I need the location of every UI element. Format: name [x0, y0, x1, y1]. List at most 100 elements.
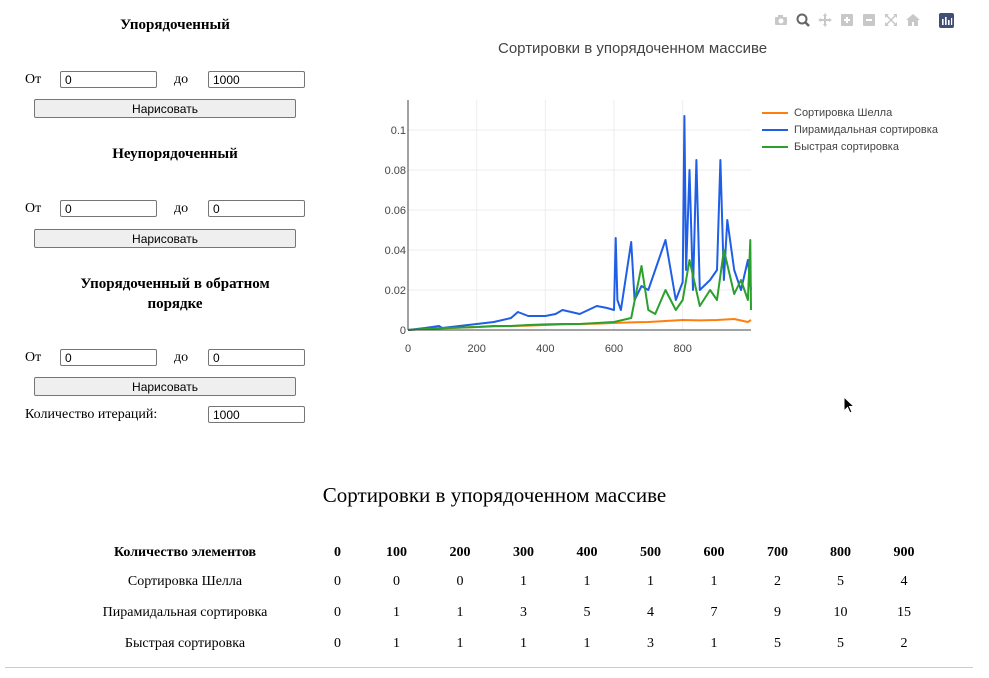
table-cell: 0	[456, 573, 464, 589]
iterations-input[interactable]	[208, 406, 305, 423]
results-col-header: 400	[576, 545, 598, 560]
table-cell: 2	[774, 573, 781, 589]
y-tick-label: 0.08	[385, 165, 406, 177]
chart-modebar	[772, 12, 954, 28]
mouse-cursor-icon	[843, 396, 856, 414]
results-col-header: 500	[640, 545, 661, 560]
table-cell: 1	[583, 635, 591, 651]
table-cell: 5	[583, 604, 591, 620]
legend-item-heap[interactable]: Пирамидальная сортировка	[762, 121, 938, 138]
table-cell: 5	[837, 635, 844, 651]
y-tick-label: 0	[400, 325, 406, 337]
results-col-header: 0	[334, 545, 341, 560]
sorted-draw-button[interactable]: Нарисовать	[34, 99, 296, 118]
y-tick-label: 0.1	[391, 125, 406, 137]
legend-item-quick[interactable]: Быстрая сортировка	[762, 138, 938, 155]
x-axis-labels: 0 200 400 600 800	[405, 343, 692, 355]
table-cell: 10	[833, 604, 848, 620]
results-col-header: 900	[893, 545, 915, 560]
plotly-logo-icon[interactable]	[926, 12, 954, 28]
zoom-icon[interactable]	[794, 12, 812, 28]
reversed-title: Упорядоченный в обратном порядке	[80, 276, 270, 312]
unsorted-from-label: От	[25, 201, 42, 216]
chart-grid	[408, 100, 751, 330]
table-cell: 0	[334, 604, 341, 620]
x-tick-label: 800	[673, 343, 691, 355]
x-tick-label: 0	[405, 343, 411, 355]
home-icon[interactable]	[904, 12, 922, 28]
table-cell: 1	[583, 573, 591, 589]
table-cell: 15	[897, 604, 911, 620]
reversed-from-label: От	[25, 350, 42, 365]
autoscale-icon[interactable]	[882, 12, 900, 28]
zoom-in-icon[interactable]	[838, 12, 856, 28]
legend-label-quick: Быстрая сортировка	[794, 140, 899, 153]
y-tick-label: 0.02	[385, 285, 406, 297]
table-cell: 5	[837, 573, 844, 589]
table-cell: 1	[647, 573, 654, 589]
results-col-header: 800	[830, 545, 851, 560]
pan-icon[interactable]	[816, 12, 834, 28]
results-header-row: Количество элементов 0 100 200 300 400 5…	[60, 540, 936, 566]
table-cell: 9	[774, 604, 781, 620]
results-col-header: 100	[386, 545, 407, 560]
table-cell: 0	[334, 635, 341, 651]
table-cell: 1	[710, 573, 718, 589]
row-label: Быстрая сортировка	[124, 635, 246, 651]
legend-label-shell: Сортировка Шелла	[794, 106, 893, 119]
results-header-label: Количество элементов	[113, 545, 257, 560]
unsorted-draw-button[interactable]: Нарисовать	[34, 229, 296, 248]
legend-swatch-quick	[762, 145, 788, 148]
table-cell: 0	[334, 573, 341, 589]
sorted-to-input[interactable]	[208, 71, 305, 88]
table-cell: 3	[520, 604, 527, 620]
chart-series	[407, 115, 752, 331]
legend-swatch-shell	[762, 111, 788, 114]
sorted-title: Упорядоченный	[120, 17, 230, 33]
unsorted-to-label: до	[174, 201, 189, 216]
table-cell: 1	[520, 573, 527, 589]
chart-legend: Сортировка Шелла Пирамидальная сортировк…	[762, 104, 938, 155]
table-cell: 5	[774, 635, 781, 651]
zoom-out-icon[interactable]	[860, 12, 878, 28]
reversed-from-input[interactable]	[60, 349, 157, 366]
sorted-from-input[interactable]	[60, 71, 157, 88]
row-label: Пирамидальная сортировка	[102, 604, 268, 620]
series-line-2	[407, 239, 752, 331]
table-cell: 2	[900, 635, 908, 651]
results-col-header: 300	[513, 545, 534, 560]
camera-icon[interactable]	[772, 12, 790, 28]
row-label: Сортировка Шелла	[127, 573, 243, 589]
table-row: Быстрая сортировка 0 1 1 1 1 3 1 5 5 2	[60, 628, 936, 659]
unsorted-from-input[interactable]	[60, 200, 157, 217]
x-tick-label: 200	[467, 343, 485, 355]
results-table: Количество элементов 0 100 200 300 400 5…	[60, 540, 936, 659]
results-col-header: 700	[767, 545, 788, 560]
table-cell: 1	[456, 635, 464, 651]
sorted-to-label: до	[174, 72, 189, 87]
reversed-to-label: до	[174, 350, 189, 365]
chart-title: Сортировки в упорядоченном массиве	[498, 40, 768, 57]
legend-label-heap: Пирамидальная сортировка	[794, 123, 938, 136]
table-row: Пирамидальная сортировка 0 1 1 3 5 4 7 9…	[60, 597, 936, 628]
unsorted-title: Неупорядоченный	[112, 146, 238, 162]
table-cell: 4	[647, 604, 654, 620]
y-axis-labels: 0 0.02 0.04 0.06 0.08 0.1	[385, 125, 406, 337]
results-title: Сортировки в упорядоченном массиве	[322, 483, 667, 507]
table-cell: 0	[393, 573, 400, 589]
table-row: Сортировка Шелла 0 0 0 1 1 1 1 2 5 4	[60, 566, 936, 597]
results-col-header: 600	[703, 545, 725, 560]
results-col-header: 200	[449, 545, 471, 560]
reversed-to-input[interactable]	[208, 349, 305, 366]
table-cell: 1	[520, 635, 527, 651]
table-cell: 1	[710, 635, 718, 651]
table-cell: 1	[393, 604, 400, 620]
x-tick-label: 600	[605, 343, 623, 355]
table-cell: 4	[900, 573, 908, 589]
table-cell: 1	[456, 604, 464, 620]
line-chart[interactable]: 0 0.02 0.04 0.06 0.08 0.1 0 200 400 600 800	[370, 90, 760, 365]
unsorted-to-input[interactable]	[208, 200, 305, 217]
reversed-draw-button[interactable]: Нарисовать	[34, 377, 296, 396]
iterations-label: Количество итераций:	[25, 407, 158, 422]
legend-item-shell[interactable]: Сортировка Шелла	[762, 104, 938, 121]
